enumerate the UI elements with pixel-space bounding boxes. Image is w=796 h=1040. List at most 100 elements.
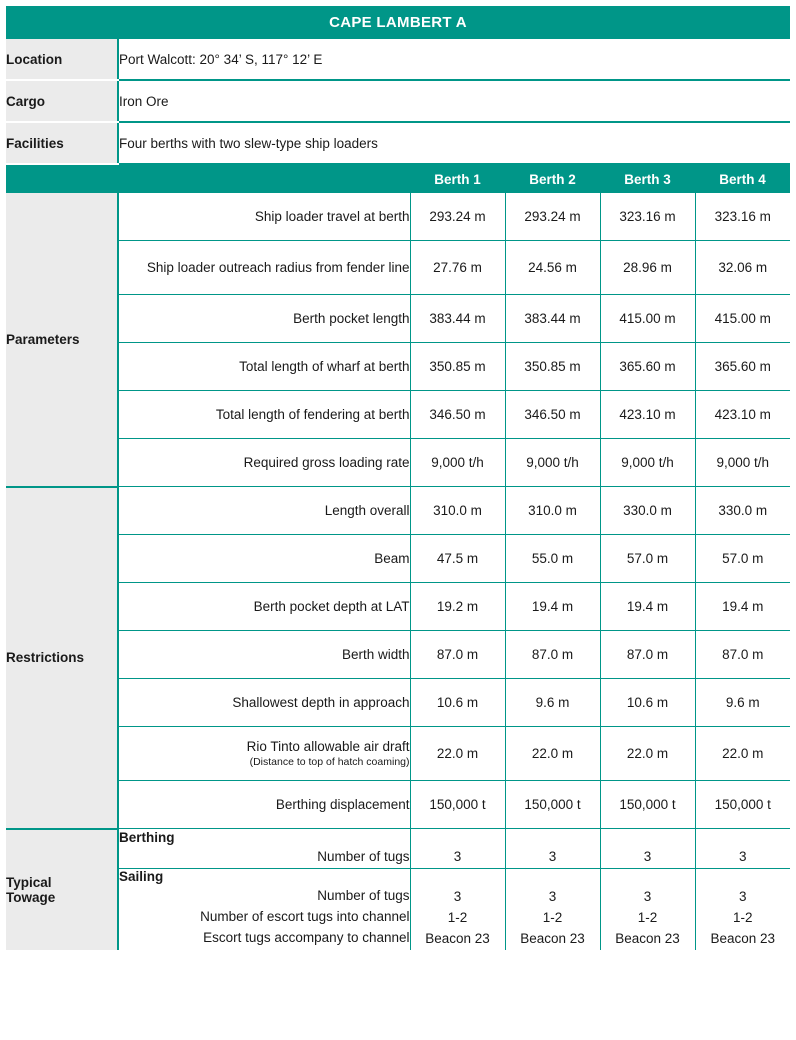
- table-row: Typical Towage Berthing Number of tugs 3…: [6, 828, 791, 950]
- row-label: Shallowest depth in approach: [117, 678, 410, 727]
- cell-value: 383.44 m: [409, 294, 505, 343]
- table-row: Sailing Number of tugs Number of escort …: [6, 868, 791, 950]
- row-label: Total length of fendering at berth: [117, 390, 410, 439]
- table-row: Restrictions Length overall 310.0 m 310.…: [6, 486, 790, 830]
- cell-value: 87.0 m: [694, 630, 790, 679]
- row-label: Rio Tinto allowable air draft (Distance …: [117, 726, 410, 781]
- cell-value: 150,000 t: [694, 780, 790, 829]
- cell-value: 3: [453, 888, 462, 904]
- table-row: Location Port Walcott: 20° 34’ S, 117° 1…: [6, 39, 790, 81]
- towage-group-berthing-values-4: 3: [694, 828, 791, 869]
- cell-value: 346.50 m: [504, 390, 600, 439]
- towage-group-sailing-values-2: 3 1-2 Beacon 23: [504, 868, 600, 950]
- row-label: Number of escort tugs into channel: [200, 909, 410, 925]
- cell-value: 3: [643, 888, 652, 904]
- row-label-main: Rio Tinto allowable air draft: [246, 738, 410, 754]
- row-label: Berth width: [117, 630, 410, 679]
- page-title: CAPE LAMBERT A: [6, 6, 790, 39]
- row-label: Length overall: [117, 486, 410, 535]
- cell-value: 19.4 m: [694, 582, 790, 631]
- berth-header-1: Berth 1: [410, 164, 505, 193]
- row-label: Number of tugs: [317, 888, 410, 904]
- table-row: Berth width 87.0 m 87.0 m 87.0 m 87.0 m: [6, 630, 790, 679]
- cell-value: Beacon 23: [520, 930, 585, 946]
- table-row: Cargo Iron Ore: [6, 80, 790, 123]
- cell-value: 365.60 m: [599, 342, 695, 391]
- towage-group-sailing-values-1: 3 1-2 Beacon 23: [409, 868, 505, 950]
- cell-value: 3: [738, 888, 747, 904]
- table-row: Rio Tinto allowable air draft (Distance …: [6, 726, 790, 781]
- cell-value: 1-2: [447, 909, 468, 925]
- cell-value: 330.0 m: [599, 486, 695, 535]
- section-label-line-2: Towage: [6, 889, 56, 905]
- cell-value: 55.0 m: [504, 534, 600, 583]
- cell-value: 10.6 m: [599, 678, 695, 727]
- table-row: Total length of fendering at berth 346.5…: [6, 390, 790, 439]
- group-heading-sailing: Sailing: [119, 869, 164, 885]
- table-title-row: CAPE LAMBERT A: [6, 6, 790, 39]
- towage-group-sailing-labels: Sailing Number of tugs Number of escort …: [117, 868, 410, 950]
- cell-value: 365.60 m: [694, 342, 790, 391]
- towage-group-sailing-values-3: 3 1-2 Beacon 23: [599, 868, 695, 950]
- section-label-line-1: Typical: [6, 874, 52, 890]
- cell-value: 19.4 m: [599, 582, 695, 631]
- cell-value: 350.85 m: [504, 342, 600, 391]
- table-row: Total length of wharf at berth 350.85 m …: [6, 342, 790, 391]
- cell-value: 293.24 m: [409, 193, 505, 241]
- towage-group-berthing-values-2: 3: [504, 828, 600, 869]
- cell-value: 22.0 m: [599, 726, 695, 781]
- row-label: Number of tugs: [317, 848, 410, 864]
- cell-value: Beacon 23: [615, 930, 680, 946]
- cell-value: 9,000 t/h: [694, 438, 790, 487]
- towage-group-berthing-values-3: 3: [599, 828, 695, 869]
- cell-value: 293.24 m: [504, 193, 600, 241]
- table-row: Berthing displacement 150,000 t 150,000 …: [6, 780, 790, 829]
- value-spacer: [696, 869, 791, 887]
- info-value-facilities: Four berths with two slew-type ship load…: [117, 122, 790, 165]
- cell-value: 423.10 m: [694, 390, 790, 439]
- cell-value: 310.0 m: [409, 486, 505, 535]
- cell-value-alt: 3: [643, 849, 652, 864]
- table-row: Facilities Four berths with two slew-typ…: [6, 122, 790, 165]
- cell-value: 3: [453, 849, 462, 864]
- berth-header-3: Berth 3: [600, 164, 695, 193]
- cell-value: 9.6 m: [694, 678, 790, 727]
- cell-value: 87.0 m: [409, 630, 505, 679]
- row-label: Total length of wharf at berth: [117, 342, 410, 391]
- berth-header-spacer-section: [6, 163, 118, 193]
- cell-value: 330.0 m: [694, 486, 790, 535]
- info-value-cargo: Iron Ore: [117, 80, 790, 123]
- berth-header-4: Berth 4: [695, 164, 790, 193]
- cell-value: 57.0 m: [694, 534, 790, 583]
- cell-value: 57.0 m: [599, 534, 695, 583]
- cell-value: 323.16 m: [599, 193, 695, 241]
- cell-value: 87.0 m: [599, 630, 695, 679]
- value-spacer: [411, 869, 505, 887]
- value-spacer: [506, 869, 600, 887]
- value-spacer: [411, 829, 505, 847]
- cell-value: 1-2: [542, 909, 563, 925]
- info-key-facilities: Facilities: [6, 122, 118, 165]
- table-row: Berth pocket length 383.44 m 383.44 m 41…: [6, 294, 790, 343]
- cell-value: Beacon 23: [710, 930, 776, 946]
- row-label: Berth pocket length: [117, 294, 410, 343]
- cell-value: 9.6 m: [504, 678, 600, 727]
- row-label: Ship loader travel at berth: [117, 193, 410, 241]
- cell-value: 10.6 m: [409, 678, 505, 727]
- cell-value: 150,000 t: [504, 780, 600, 829]
- cell-value: 47.5 m: [409, 534, 505, 583]
- cell-value: 9,000 t/h: [504, 438, 600, 487]
- value-spacer: [601, 829, 695, 847]
- info-key-cargo: Cargo: [6, 80, 118, 123]
- group-heading-berthing: Berthing: [119, 829, 175, 845]
- cell-value: 150,000 t: [599, 780, 695, 829]
- cell-value: 1-2: [732, 909, 753, 925]
- row-label: Berthing displacement: [117, 780, 410, 829]
- cell-value: 423.10 m: [599, 390, 695, 439]
- info-key-location: Location: [6, 39, 118, 81]
- cell-value: 383.44 m: [504, 294, 600, 343]
- value-spacer: [506, 829, 600, 847]
- value-spacer: [696, 829, 791, 847]
- cell-value: 19.2 m: [409, 582, 505, 631]
